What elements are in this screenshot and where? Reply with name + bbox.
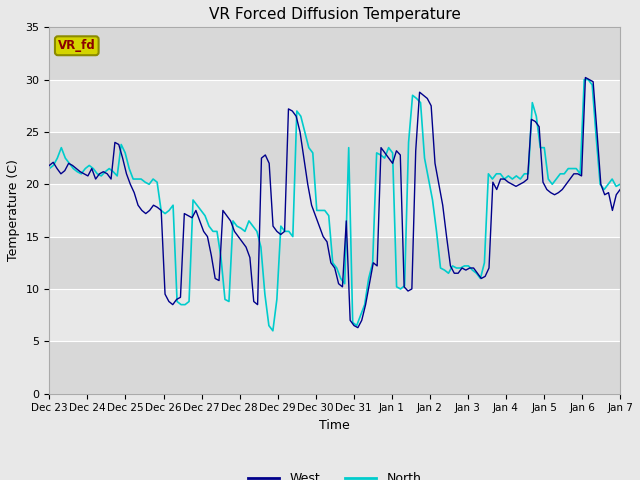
Bar xyxy=(49,341,620,394)
Title: VR Forced Diffusion Temperature: VR Forced Diffusion Temperature xyxy=(209,7,461,22)
X-axis label: Time: Time xyxy=(319,419,350,432)
Y-axis label: Temperature (C): Temperature (C) xyxy=(7,159,20,262)
Bar xyxy=(49,80,620,132)
Bar xyxy=(49,132,620,184)
Legend: West, North: West, North xyxy=(243,467,426,480)
Bar xyxy=(49,289,620,341)
Text: VR_fd: VR_fd xyxy=(58,39,95,52)
Bar xyxy=(49,184,620,237)
Bar xyxy=(49,27,620,80)
Bar xyxy=(49,237,620,289)
